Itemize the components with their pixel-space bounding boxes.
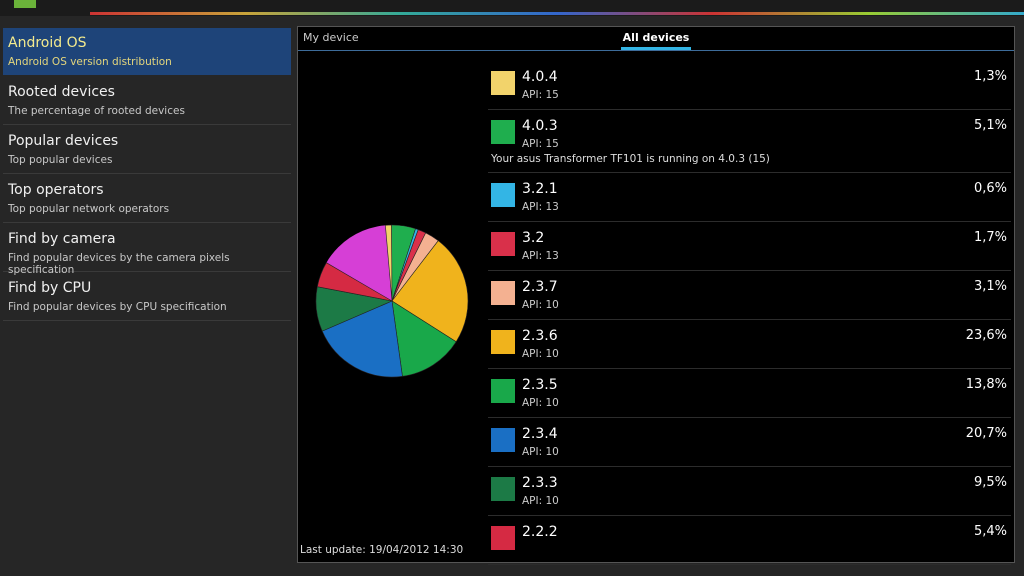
percent-label: 5,1% bbox=[973, 118, 1007, 133]
pie-chart bbox=[315, 224, 469, 378]
tab-indicator bbox=[621, 47, 691, 50]
percent-label: 9,5% bbox=[973, 475, 1007, 490]
menu-subtitle: Top popular network operators bbox=[8, 203, 170, 215]
menu-subtitle: The percentage of rooted devices bbox=[8, 105, 185, 117]
menu-title: Top operators bbox=[8, 182, 104, 198]
menu-item[interactable]: Android OS Android OS version distributio… bbox=[3, 28, 291, 75]
menu-subtitle: Find popular devices by the camera pixel… bbox=[8, 252, 230, 276]
api-level: API: 10 bbox=[522, 397, 559, 409]
menu-title: Find by camera bbox=[8, 231, 116, 247]
app-icon bbox=[14, 0, 36, 8]
percent-label: 5,4% bbox=[973, 524, 1007, 539]
menu-title: Popular devices bbox=[8, 133, 119, 149]
api-level: API: 10 bbox=[522, 299, 559, 311]
percent-label: 0,6% bbox=[973, 181, 1007, 196]
version: 2.3.4 bbox=[522, 426, 558, 442]
menu-item[interactable]: Rooted devices The percentage of rooted d… bbox=[3, 77, 291, 125]
last-update: Last update: 19/04/2012 14:30 bbox=[300, 544, 464, 556]
color-swatch bbox=[491, 183, 515, 207]
content-panel: My device All devices Last update: 19/04… bbox=[297, 26, 1015, 565]
version: 3.2.1 bbox=[522, 181, 558, 197]
list-row: 3.2 API: 13 1,7% bbox=[488, 222, 1011, 271]
percent-label: 3,1% bbox=[973, 279, 1007, 294]
color-swatch bbox=[491, 232, 515, 256]
color-swatch bbox=[491, 120, 515, 144]
color-swatch bbox=[491, 477, 515, 501]
pie-slice bbox=[391, 240, 469, 343]
pie-slice bbox=[391, 300, 457, 377]
percent-label: 1,7% bbox=[973, 230, 1007, 245]
version: 2.3.7 bbox=[522, 279, 558, 295]
menu-title: Rooted devices bbox=[8, 84, 115, 100]
color-swatch bbox=[491, 281, 515, 305]
menu-item[interactable]: Popular devices Top popular devices bbox=[3, 126, 291, 174]
api-level: API: 13 bbox=[522, 250, 559, 262]
api-level: API: 13 bbox=[522, 201, 559, 213]
color-swatch bbox=[491, 428, 515, 452]
api-level: API: 15 bbox=[522, 138, 559, 150]
version: 2.3.3 bbox=[522, 475, 558, 491]
color-stripe bbox=[90, 12, 1024, 15]
version: 3.2 bbox=[522, 230, 545, 246]
api-level: API: 15 bbox=[522, 89, 559, 101]
pie-slice bbox=[317, 262, 393, 302]
pie-slice bbox=[321, 300, 403, 378]
color-swatch bbox=[491, 526, 515, 550]
list-row: 2.3.7 API: 10 3,1% bbox=[488, 271, 1011, 320]
version: 2.2.2 bbox=[522, 524, 558, 540]
list-row: 4.0.4 API: 15 1,3% bbox=[488, 61, 1011, 110]
version: 2.3.5 bbox=[522, 377, 558, 393]
list-row: 2.2.2 5,4% bbox=[488, 516, 1011, 565]
color-swatch bbox=[491, 379, 515, 403]
menu-item[interactable]: Find by CPU Find popular devices by CPU s… bbox=[3, 273, 291, 321]
api-level: API: 10 bbox=[522, 348, 559, 360]
menu-subtitle: Find popular devices by CPU specificatio… bbox=[8, 301, 227, 313]
menu-subtitle: Android OS version distribution bbox=[8, 56, 172, 68]
percent-label: 23,6% bbox=[965, 328, 1007, 343]
menu-title: Find by CPU bbox=[8, 280, 92, 296]
menu-item[interactable]: Find by camera Find popular devices by th… bbox=[3, 224, 291, 276]
version: 2.3.6 bbox=[522, 328, 558, 344]
list-row: 2.3.4 API: 10 20,7% bbox=[488, 418, 1011, 467]
api-level: API: 10 bbox=[522, 446, 559, 458]
percent-label: 1,3% bbox=[973, 69, 1007, 84]
version: 4.0.4 bbox=[522, 69, 558, 85]
menu-item[interactable]: Top operators Top popular network operato… bbox=[3, 175, 291, 223]
list-row: 2.3.5 API: 10 13,8% bbox=[488, 369, 1011, 418]
tab[interactable]: My device bbox=[303, 31, 359, 44]
percent-label: 20,7% bbox=[965, 426, 1007, 441]
menu-title: Android OS bbox=[8, 35, 87, 51]
api-level: API: 10 bbox=[522, 495, 559, 507]
percent-label: 13,8% bbox=[965, 377, 1007, 392]
color-swatch bbox=[491, 330, 515, 354]
menu-subtitle: Top popular devices bbox=[8, 154, 113, 166]
color-swatch bbox=[491, 71, 515, 95]
list-row: 2.3.3 API: 10 9,5% bbox=[488, 467, 1011, 516]
list-row: 2.3.6 API: 10 23,6% bbox=[488, 320, 1011, 369]
version: 4.0.3 bbox=[522, 118, 558, 134]
tab-divider bbox=[298, 50, 1014, 51]
list-row: 3.2.1 API: 13 0,6% bbox=[488, 173, 1011, 222]
tab[interactable]: All devices bbox=[622, 31, 690, 44]
device-note: Your asus Transformer TF101 is running o… bbox=[491, 153, 770, 165]
list-row: 4.0.3 API: 15 Your asus Transformer TF101 … bbox=[488, 110, 1011, 173]
